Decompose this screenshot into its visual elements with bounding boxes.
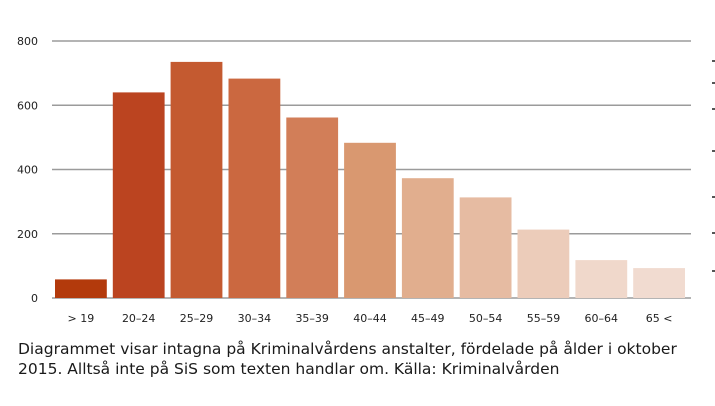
edge-mark [712, 82, 715, 84]
x-tick-label: 55–59 [527, 312, 561, 325]
x-tick-label: 20–24 [122, 312, 156, 325]
x-tick-label: > 19 [68, 312, 95, 325]
x-tick-label: 25–29 [180, 312, 214, 325]
bar-8 [459, 197, 512, 298]
x-tick-label: 40–44 [353, 312, 387, 325]
y-tick-label: 800 [17, 35, 38, 48]
bar-chart: 0 200 400 600 800 > 19 20–24 25–29 30–34 35–39 40… [17, 0, 715, 335]
bar-1 [55, 279, 107, 298]
edge-mark [712, 108, 715, 110]
bar-7 [401, 178, 454, 298]
x-tick-label: 50–54 [469, 312, 503, 325]
bar-4 [228, 78, 281, 298]
edge-mark [712, 270, 715, 272]
bar-10 [575, 260, 628, 298]
bar-9 [517, 229, 570, 298]
bar-11 [633, 268, 685, 298]
chart-caption: Diagrammet visar intagna på Kriminalvård… [18, 340, 677, 378]
bar-6 [344, 142, 396, 298]
y-tick-label: 600 [17, 99, 38, 112]
x-tick-label: 60–64 [585, 312, 619, 325]
edge-mark [712, 60, 715, 62]
right-edge-marks [707, 0, 715, 335]
edge-mark [712, 232, 715, 234]
edge-mark [712, 196, 715, 198]
bar-2 [112, 92, 165, 299]
y-tick-label: 400 [17, 164, 38, 177]
x-tick-label: 35–39 [295, 312, 329, 325]
y-axis-ticks: 0 200 400 600 800 [17, 35, 38, 305]
y-tick-label: 0 [31, 292, 38, 305]
bar-3 [170, 61, 223, 299]
bars [55, 61, 685, 299]
y-tick-label: 200 [17, 228, 38, 241]
x-tick-label: 30–34 [238, 312, 272, 325]
chart-svg: 0 200 400 600 800 > 19 20–24 25–29 30–34 35–39 40… [17, 35, 691, 325]
x-axis-ticks: > 19 20–24 25–29 30–34 35–39 40–44 45–49 50–54 5… [68, 312, 673, 325]
x-tick-label: 45–49 [411, 312, 445, 325]
x-tick-label: 65 < [646, 312, 673, 325]
bar-5 [286, 117, 339, 298]
edge-mark [712, 150, 715, 152]
